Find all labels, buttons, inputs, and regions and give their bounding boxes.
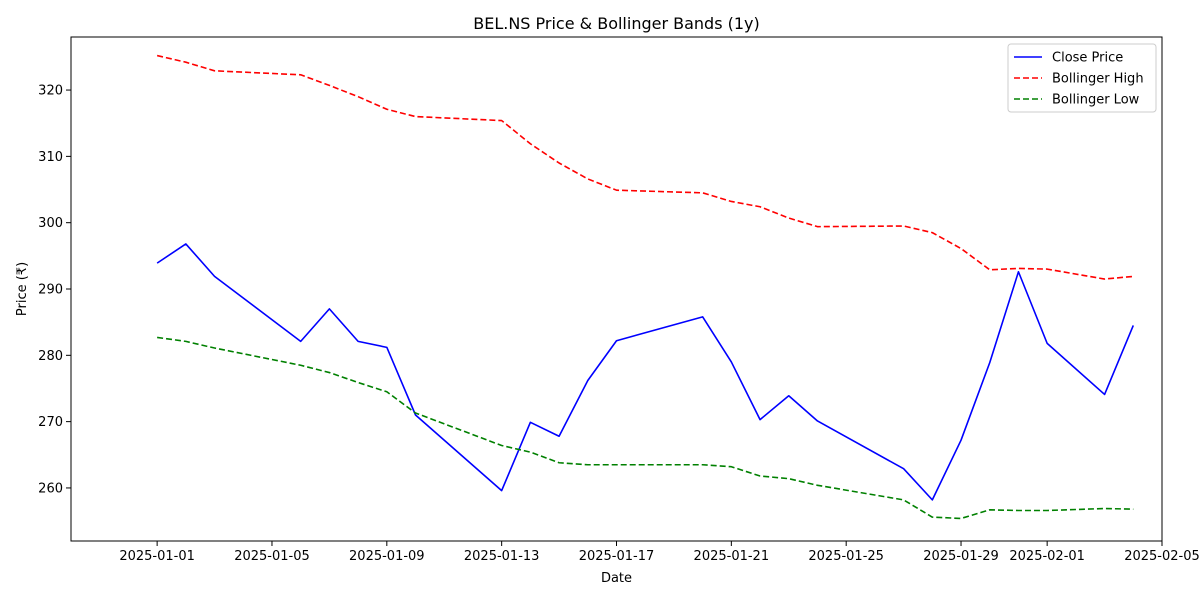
x-tick-label: 2025-01-17: [579, 549, 655, 564]
x-axis: 2025-01-01 2025-01-05 2025-01-09 2025-01-13…: [119, 541, 1200, 564]
legend-box: [1007, 43, 1157, 113]
y-tick-label: 260: [38, 481, 63, 496]
y-tick-label: 270: [38, 415, 63, 430]
x-tick-label: 2025-02-05: [1124, 549, 1200, 564]
y-tick-label: 320: [38, 84, 63, 99]
legend-label: Close Price: [1052, 51, 1123, 66]
series-line-bollinger-low: [157, 336, 1134, 520]
y-axis: 260 270 280 290 300 310 320: [38, 84, 71, 496]
series-layer: [156, 54, 1135, 520]
y-axis-label: Price (₹): [15, 262, 30, 316]
chart-title: BEL.NS Price & Bollinger Bands (1y): [473, 14, 760, 33]
legend: Close Price Bollinger High Bollinger Low: [1007, 43, 1157, 113]
y-tick-label: 290: [38, 283, 63, 298]
x-tick-label: 2025-01-01: [119, 549, 195, 564]
y-tick-label: 300: [38, 216, 63, 231]
x-tick-label: 2025-01-21: [694, 549, 770, 564]
legend-label: Bollinger Low: [1052, 93, 1140, 108]
x-tick-label: 2025-02-01: [1009, 549, 1085, 564]
x-tick-label: 2025-01-13: [464, 549, 540, 564]
x-tick-label: 2025-01-29: [923, 549, 999, 564]
x-axis-label: Date: [601, 571, 632, 586]
series-line-close-price: [156, 243, 1135, 501]
legend-label: Bollinger High: [1052, 72, 1144, 87]
series-line-bollinger-high: [156, 54, 1134, 280]
x-tick-label: 2025-01-05: [234, 549, 310, 564]
y-tick-label: 280: [38, 349, 63, 364]
x-tick-label: 2025-01-25: [808, 549, 884, 564]
y-tick-label: 310: [38, 150, 63, 165]
x-tick-label: 2025-01-09: [349, 549, 425, 564]
